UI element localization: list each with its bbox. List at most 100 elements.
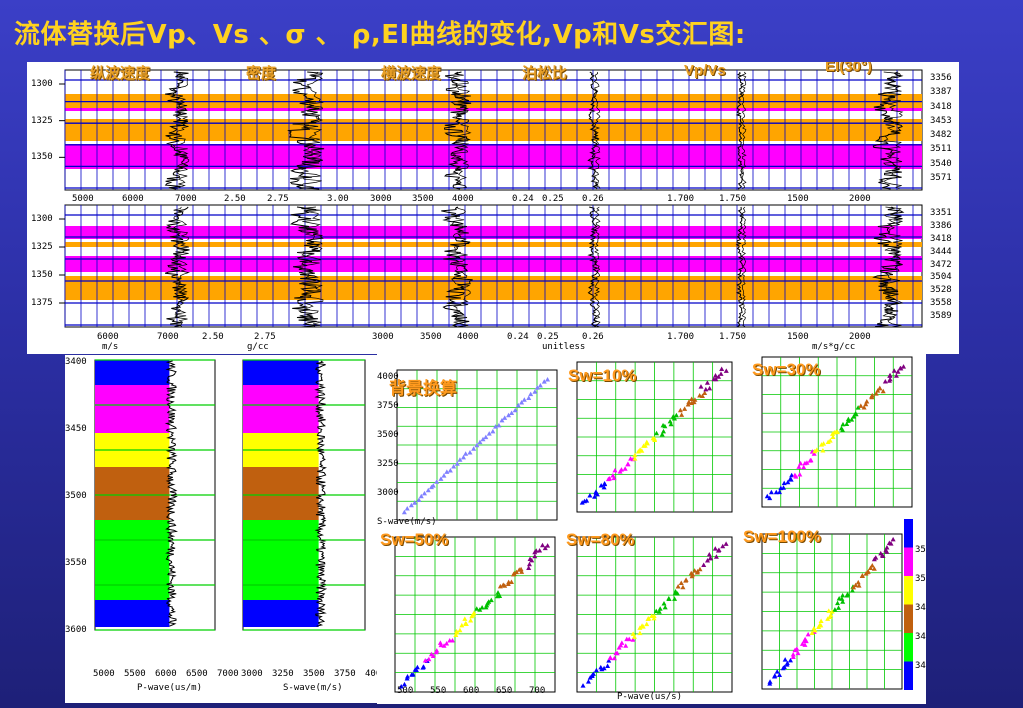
crossplot-point xyxy=(457,627,463,633)
crossplot-point xyxy=(469,613,475,619)
crossplot-point xyxy=(802,642,808,647)
crossplot-point xyxy=(605,476,611,482)
crossplot-point xyxy=(782,657,788,662)
bottom-depth-tick: 1300 xyxy=(31,214,53,224)
top-x-tick: 5000 xyxy=(72,194,94,204)
crossplot-point xyxy=(434,648,440,653)
crossplot-point xyxy=(533,548,539,553)
crossplot-point xyxy=(716,374,722,379)
crossplot-point xyxy=(483,434,489,440)
crossplot-point xyxy=(630,631,636,636)
crossplot-point xyxy=(412,500,418,505)
crossplot-point xyxy=(632,452,638,458)
crossplot-point xyxy=(718,371,724,376)
crossplot-point xyxy=(882,378,888,384)
bottom-log-curve xyxy=(882,206,904,328)
top-right-tick: 3453 xyxy=(930,115,952,126)
bottom-right-tick: 3528 xyxy=(930,285,952,296)
bottom-x-tick: 0.25 xyxy=(537,332,559,342)
crossplot-point xyxy=(593,667,599,673)
crossplot-point xyxy=(887,372,893,378)
crossplot-point xyxy=(851,584,857,590)
crossplot-point xyxy=(488,597,494,603)
crossplot-point xyxy=(462,616,468,621)
crossplot-point xyxy=(835,429,841,435)
crossplot-point xyxy=(785,479,791,485)
crossplot-point xyxy=(506,412,512,418)
crossplot-point xyxy=(873,555,879,560)
bottom-log-curve xyxy=(587,206,600,328)
crossplot-point xyxy=(527,556,533,561)
bottom-x-tick: 1500 xyxy=(787,332,809,342)
top-band xyxy=(65,119,922,141)
crossplot-point xyxy=(584,498,590,503)
crossplot-point xyxy=(444,641,450,646)
crossplot-point xyxy=(888,541,894,546)
crossplot-x-tick: 500 xyxy=(397,686,414,696)
crossplot-point xyxy=(701,562,707,567)
crossplot-point xyxy=(697,566,703,572)
crossplot-point xyxy=(592,494,598,499)
crossplot-point xyxy=(818,618,824,623)
crossplot-x-tick: 600 xyxy=(463,686,480,696)
legend-tick: 3419 xyxy=(915,661,926,671)
crossplot-point xyxy=(463,621,469,626)
crossplot-point xyxy=(802,636,808,642)
top-band xyxy=(65,144,922,169)
crossplot-point xyxy=(686,399,692,404)
well-log-svg xyxy=(59,69,923,328)
crossplot-point xyxy=(675,591,681,596)
sw-left-curve xyxy=(164,360,179,627)
crossplot-point xyxy=(683,577,689,582)
crossplot-point xyxy=(453,632,459,638)
crossplot-point xyxy=(606,658,612,663)
sw-left-zone xyxy=(95,385,170,433)
bottom-log-curve xyxy=(741,206,747,328)
crossplot-point xyxy=(706,551,712,557)
crossplot-point xyxy=(511,571,517,576)
bottom-unit-label: m/s xyxy=(102,342,119,352)
bottom-right-tick: 3472 xyxy=(930,259,952,270)
crossplot-point xyxy=(623,643,629,648)
crossplot-point xyxy=(795,650,801,656)
bottom-log-curve xyxy=(164,206,190,328)
crossplot-point xyxy=(713,373,719,378)
crossplot-point xyxy=(631,634,637,639)
sw-right-curve xyxy=(314,360,328,627)
crossplot-point xyxy=(519,400,525,405)
crossplot-point xyxy=(773,489,779,495)
crossplot-point xyxy=(580,683,586,688)
top-log-curve xyxy=(287,71,325,190)
sw-left-zone xyxy=(95,600,170,627)
crossplot-point xyxy=(719,366,725,372)
crossplot-point xyxy=(428,651,434,657)
crossplot-point xyxy=(704,380,710,385)
crossplot-point xyxy=(777,489,783,495)
sw-left-x-tick: 6000 xyxy=(155,669,177,679)
legend-swatch xyxy=(904,633,913,662)
bottom-band xyxy=(65,226,922,239)
crossplot-point xyxy=(422,490,428,496)
crossplot-point xyxy=(607,655,613,660)
crossplot-point xyxy=(682,406,688,411)
crossplot-x-tick: 700 xyxy=(529,686,546,696)
crossplot-point xyxy=(871,566,877,571)
crossplot-point xyxy=(646,616,652,621)
crossplot-point xyxy=(805,631,811,637)
crossplot-point xyxy=(502,415,508,420)
bottom-x-tick: 6000 xyxy=(97,332,119,342)
crossplot-point xyxy=(673,588,679,594)
crossplot-point xyxy=(499,417,505,423)
crossplot-point xyxy=(675,584,681,589)
track-label-vpvs: Vp/Vs xyxy=(684,62,726,79)
bottom-unit-label: m/s*g/cc xyxy=(812,342,856,352)
crossplot-point xyxy=(534,385,540,390)
crossplot-point xyxy=(632,456,638,461)
crossplot-point xyxy=(486,599,492,604)
crossplot-point xyxy=(887,376,893,382)
crossplot-point xyxy=(713,554,719,559)
crossplot-point xyxy=(691,399,697,405)
crossplot-point xyxy=(703,386,709,392)
bottom-band xyxy=(65,256,922,272)
crossplot-point xyxy=(477,439,483,445)
